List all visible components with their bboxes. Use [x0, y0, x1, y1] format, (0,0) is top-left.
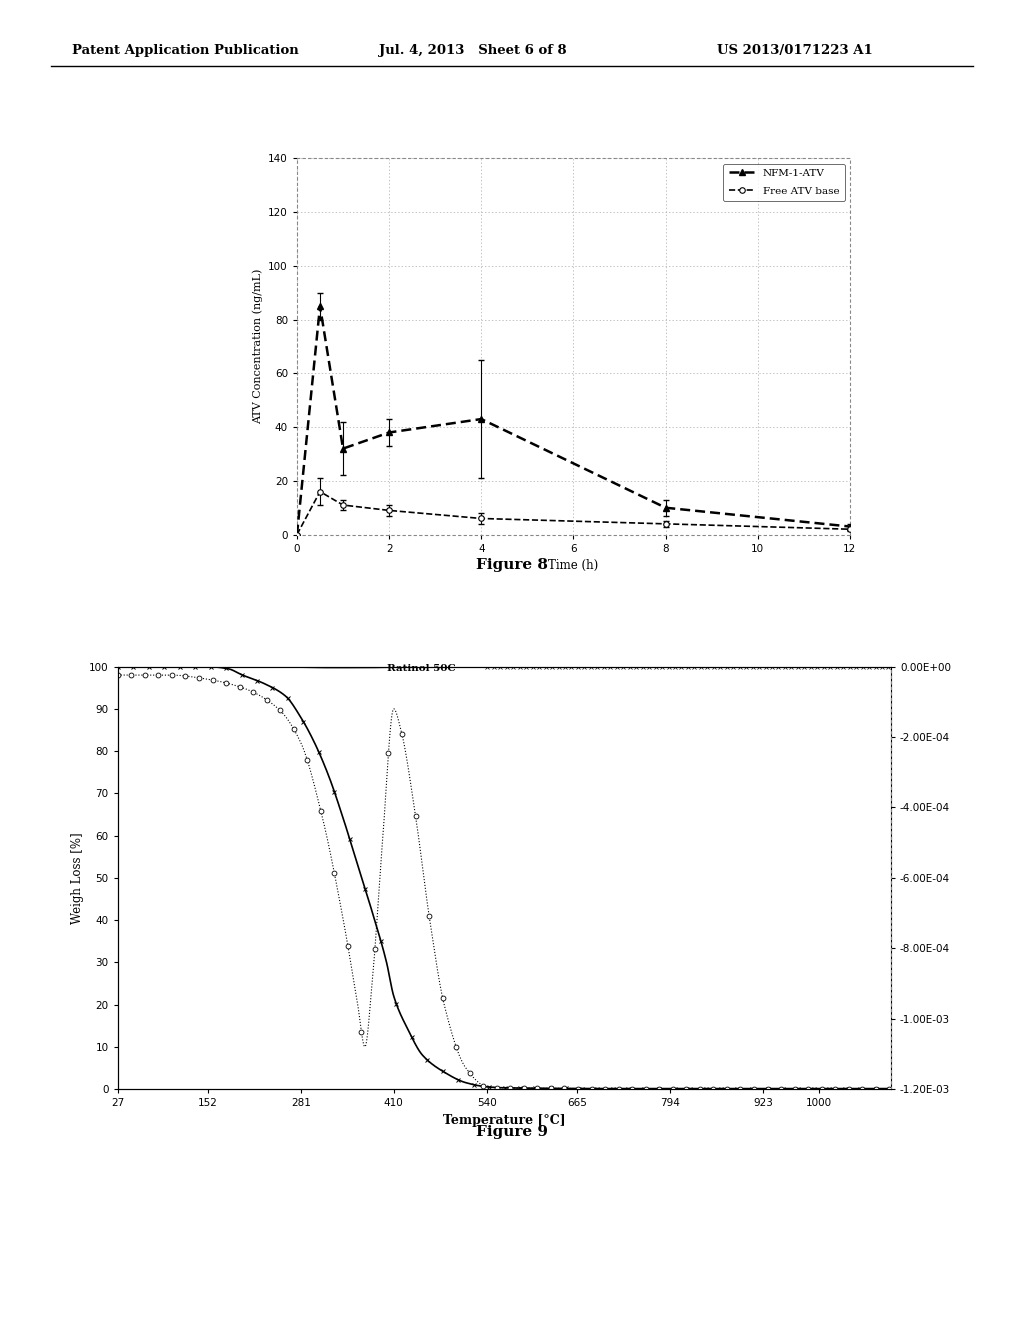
- Text: Patent Application Publication: Patent Application Publication: [72, 44, 298, 57]
- Text: Ratinol 50C: Ratinol 50C: [386, 664, 455, 673]
- Line: NFM-1-ATV: NFM-1-ATV: [294, 304, 853, 537]
- Free ATV base: [337, 498, 349, 513]
- Y-axis label: Weigh Loss [%]: Weigh Loss [%]: [71, 832, 84, 924]
- NFM-1-ATV: [313, 298, 326, 314]
- NFM-1-ATV: [291, 527, 303, 543]
- NFM-1-ATV: [475, 411, 487, 426]
- Text: Figure 8: Figure 8: [476, 558, 548, 573]
- NFM-1-ATV: [337, 441, 349, 457]
- Text: Figure 9: Figure 9: [476, 1125, 548, 1139]
- NFM-1-ATV: [659, 500, 672, 516]
- NFM-1-ATV: [383, 425, 395, 441]
- Free ATV base: [844, 521, 856, 537]
- Free ATV base: [313, 483, 326, 499]
- Free ATV base: [475, 511, 487, 527]
- Free ATV base: [291, 527, 303, 543]
- Y-axis label: ATV Concentration (ng/mL): ATV Concentration (ng/mL): [252, 269, 262, 424]
- Free ATV base: [383, 503, 395, 519]
- Line: Free ATV base: Free ATV base: [294, 488, 853, 537]
- Free ATV base: [659, 516, 672, 532]
- X-axis label: Time (h): Time (h): [548, 560, 599, 572]
- Text: Jul. 4, 2013   Sheet 6 of 8: Jul. 4, 2013 Sheet 6 of 8: [379, 44, 566, 57]
- NFM-1-ATV: [844, 519, 856, 535]
- Text: US 2013/0171223 A1: US 2013/0171223 A1: [717, 44, 872, 57]
- X-axis label: Temperature [°C]: Temperature [°C]: [443, 1114, 565, 1126]
- Legend: NFM-1-ATV, Free ATV base: NFM-1-ATV, Free ATV base: [723, 164, 845, 201]
